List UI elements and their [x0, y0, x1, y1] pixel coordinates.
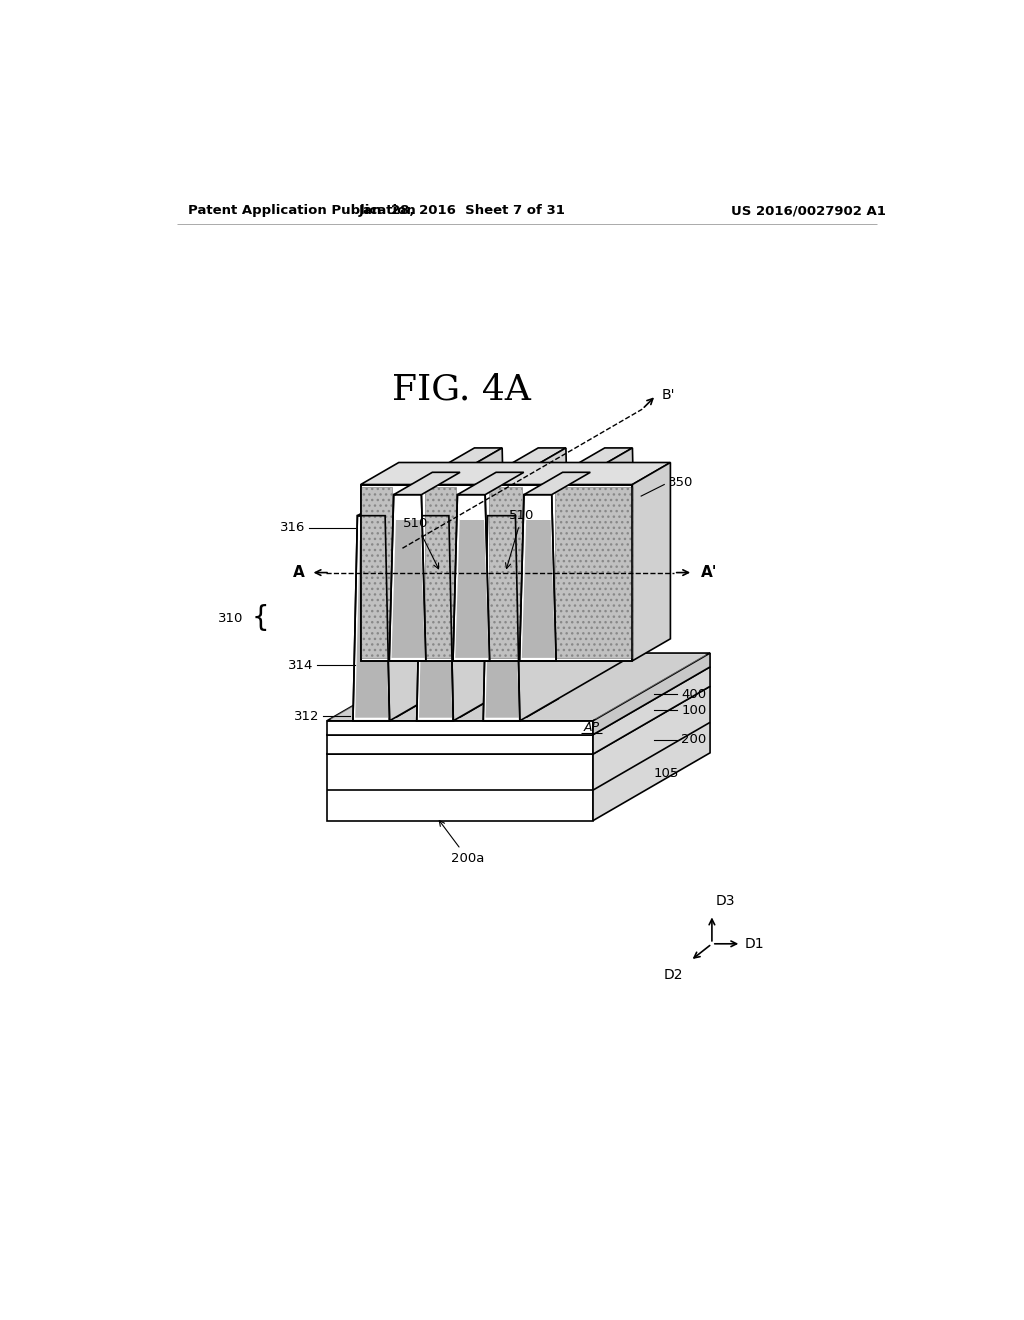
Polygon shape [524, 473, 590, 495]
Polygon shape [593, 653, 710, 735]
Polygon shape [393, 473, 460, 495]
Text: US 2016/0027902 A1: US 2016/0027902 A1 [731, 205, 886, 218]
Polygon shape [361, 487, 392, 657]
Polygon shape [460, 495, 484, 520]
Polygon shape [422, 698, 493, 718]
Polygon shape [327, 653, 710, 721]
Text: 100: 100 [681, 704, 707, 717]
Polygon shape [423, 516, 447, 541]
Polygon shape [327, 667, 710, 735]
Text: B': B' [662, 388, 675, 401]
Polygon shape [385, 447, 507, 721]
Text: Patent Application Publication: Patent Application Publication [188, 205, 416, 218]
Text: Jan. 28, 2016  Sheet 7 of 31: Jan. 28, 2016 Sheet 7 of 31 [358, 205, 565, 218]
Polygon shape [555, 487, 633, 657]
Polygon shape [353, 516, 389, 721]
Text: A: A [293, 565, 304, 579]
Polygon shape [357, 698, 429, 718]
Polygon shape [417, 516, 454, 721]
Polygon shape [327, 754, 593, 821]
Polygon shape [425, 487, 456, 657]
Text: 400: 400 [681, 688, 707, 701]
Text: FIG. 4A: FIG. 4A [392, 372, 531, 407]
Polygon shape [327, 735, 593, 754]
Polygon shape [355, 540, 388, 718]
Polygon shape [483, 516, 520, 721]
Polygon shape [419, 540, 453, 718]
Polygon shape [389, 495, 426, 661]
Polygon shape [488, 487, 522, 657]
Text: 510: 510 [403, 517, 438, 569]
Polygon shape [357, 447, 502, 516]
Polygon shape [330, 655, 708, 719]
Polygon shape [391, 519, 425, 657]
Polygon shape [593, 667, 710, 754]
Polygon shape [485, 540, 519, 718]
Polygon shape [522, 519, 555, 657]
Text: 312: 312 [294, 710, 319, 723]
Polygon shape [519, 495, 556, 661]
Text: 510: 510 [506, 510, 535, 569]
Text: D3: D3 [716, 895, 735, 908]
Polygon shape [489, 516, 514, 541]
Polygon shape [526, 495, 551, 520]
Text: 314: 314 [288, 659, 313, 672]
Polygon shape [396, 495, 420, 520]
Polygon shape [487, 447, 633, 516]
Polygon shape [360, 462, 671, 484]
Polygon shape [488, 698, 559, 718]
Polygon shape [456, 519, 488, 657]
Polygon shape [421, 447, 566, 516]
Text: B: B [388, 539, 398, 552]
Polygon shape [453, 495, 489, 661]
Polygon shape [593, 686, 710, 821]
Polygon shape [449, 447, 570, 721]
Polygon shape [633, 462, 671, 661]
Text: 105: 105 [653, 767, 679, 780]
Text: A': A' [700, 565, 717, 579]
Text: 200: 200 [681, 733, 707, 746]
Text: 310: 310 [218, 611, 244, 624]
Text: {: { [252, 605, 269, 632]
Text: 200a: 200a [439, 821, 484, 865]
Text: D2: D2 [664, 969, 683, 982]
Polygon shape [327, 686, 710, 754]
Polygon shape [360, 484, 633, 661]
Text: 350: 350 [668, 477, 693, 490]
Text: D1: D1 [745, 937, 765, 950]
Polygon shape [515, 447, 637, 721]
Polygon shape [359, 516, 384, 541]
Text: 316: 316 [280, 521, 305, 535]
Polygon shape [458, 473, 524, 495]
Text: AP: AP [584, 721, 600, 734]
Polygon shape [327, 721, 593, 735]
